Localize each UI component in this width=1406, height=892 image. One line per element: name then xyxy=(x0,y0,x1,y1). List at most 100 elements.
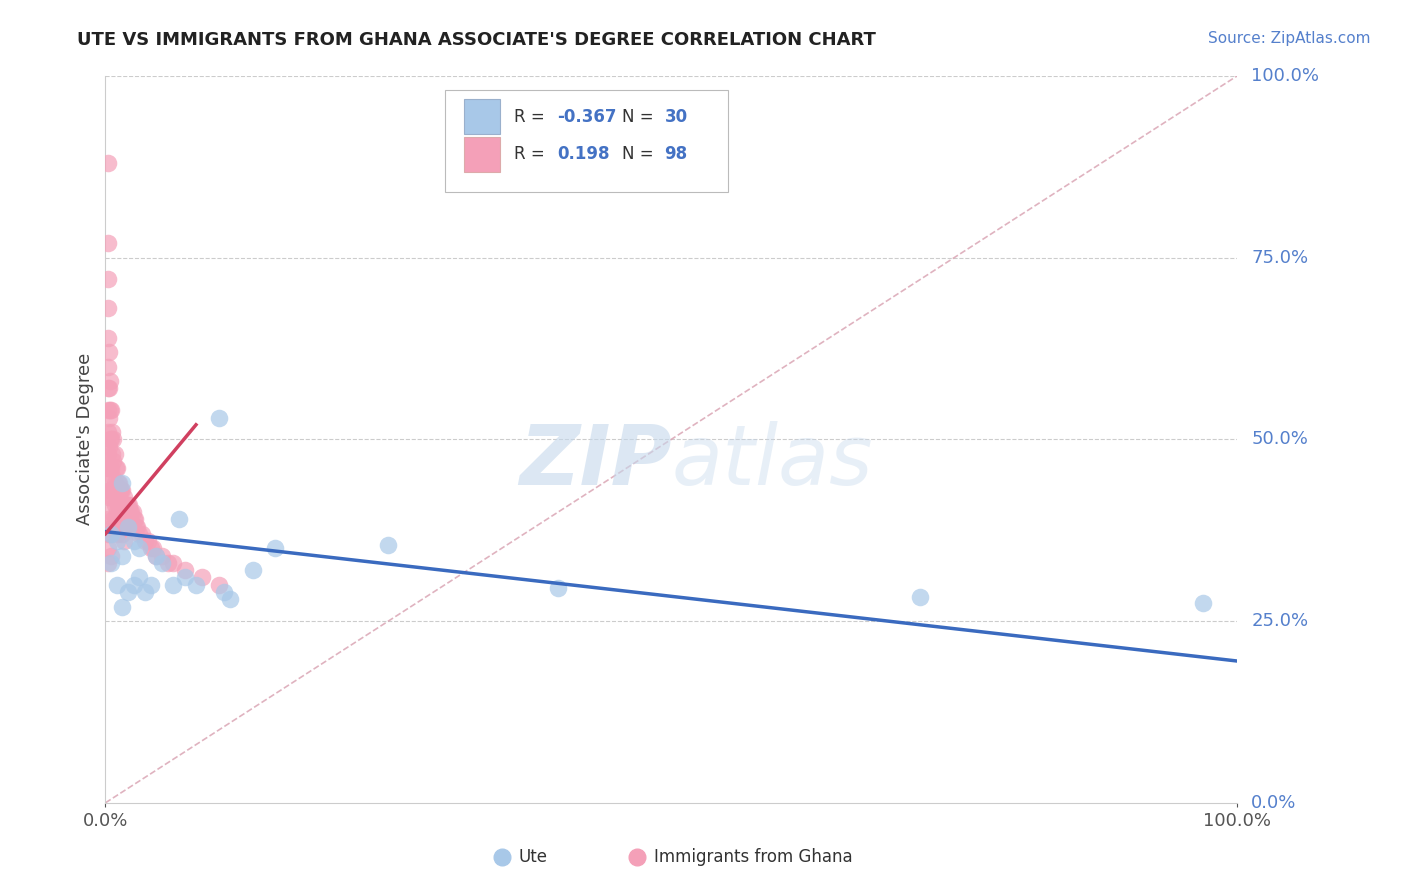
Point xyxy=(100,556,122,570)
Point xyxy=(114,519,136,533)
Point xyxy=(264,541,287,556)
Text: 25.0%: 25.0% xyxy=(1251,612,1309,630)
Point xyxy=(111,549,134,563)
Point xyxy=(107,498,129,512)
Point xyxy=(121,505,143,519)
Point xyxy=(112,512,135,526)
Point xyxy=(124,512,146,526)
Point xyxy=(208,578,231,592)
Text: Ute: Ute xyxy=(519,848,547,866)
FancyBboxPatch shape xyxy=(464,99,501,134)
Point xyxy=(134,585,156,599)
Point xyxy=(101,425,124,439)
Text: N =: N = xyxy=(621,145,658,163)
Point xyxy=(100,526,122,541)
Point xyxy=(101,468,124,483)
Point xyxy=(103,519,125,533)
Point xyxy=(139,578,162,592)
Point xyxy=(142,541,165,556)
Point xyxy=(167,512,190,526)
Point xyxy=(111,483,134,498)
Point xyxy=(111,526,134,541)
Point xyxy=(100,505,122,519)
Point xyxy=(138,534,160,549)
Text: 98: 98 xyxy=(665,145,688,163)
Point xyxy=(105,534,128,549)
Point xyxy=(100,432,122,446)
Point xyxy=(162,578,184,592)
Point xyxy=(190,570,212,584)
Point xyxy=(108,519,131,533)
Text: 0.198: 0.198 xyxy=(557,145,610,163)
Point xyxy=(115,519,138,533)
Point xyxy=(117,519,139,533)
Point xyxy=(97,381,120,395)
Point xyxy=(107,475,129,490)
Y-axis label: Associate's Degree: Associate's Degree xyxy=(76,353,94,525)
Point xyxy=(108,483,131,498)
Point xyxy=(162,556,184,570)
FancyBboxPatch shape xyxy=(444,90,728,192)
Point xyxy=(128,570,150,584)
Point xyxy=(103,483,125,498)
Point xyxy=(184,578,207,592)
Point xyxy=(120,505,142,519)
Point xyxy=(97,475,120,490)
Point xyxy=(122,578,145,592)
Point xyxy=(97,235,120,250)
Point xyxy=(128,526,150,541)
Point xyxy=(117,585,139,599)
Point xyxy=(108,505,131,519)
Point xyxy=(131,526,153,541)
Point xyxy=(103,454,125,468)
Point xyxy=(97,272,120,286)
Point xyxy=(111,475,134,490)
Point xyxy=(100,549,122,563)
Point xyxy=(97,381,120,395)
Point xyxy=(125,519,148,533)
Point xyxy=(110,512,132,526)
Point xyxy=(104,483,127,498)
Point xyxy=(100,526,122,541)
Text: atlas: atlas xyxy=(672,421,873,501)
Point xyxy=(100,403,122,417)
Point xyxy=(103,447,125,461)
Point xyxy=(98,483,121,498)
Point xyxy=(97,330,120,344)
Point xyxy=(105,578,128,592)
Point xyxy=(105,505,128,519)
Point xyxy=(97,425,120,439)
Point xyxy=(111,599,134,614)
Point xyxy=(101,519,124,533)
Point xyxy=(121,505,143,519)
Point xyxy=(97,526,120,541)
Point xyxy=(97,440,120,454)
Point xyxy=(110,483,132,498)
Point xyxy=(103,475,125,490)
Point xyxy=(98,403,121,417)
Text: 0.0%: 0.0% xyxy=(1251,794,1296,812)
Point xyxy=(117,498,139,512)
Point xyxy=(150,549,173,563)
Point xyxy=(101,447,124,461)
Point xyxy=(97,301,120,316)
Point xyxy=(104,461,127,475)
Point xyxy=(104,512,127,526)
Point xyxy=(547,582,569,596)
Point xyxy=(114,498,136,512)
Point xyxy=(214,585,236,599)
Point xyxy=(105,483,128,498)
Point xyxy=(150,556,173,570)
Point xyxy=(97,345,120,359)
Point xyxy=(208,410,231,425)
Point xyxy=(114,498,136,512)
Point xyxy=(122,534,145,549)
Point xyxy=(127,519,149,533)
Point xyxy=(118,498,141,512)
Text: R =: R = xyxy=(515,108,550,126)
Text: 75.0%: 75.0% xyxy=(1251,249,1309,267)
Point xyxy=(112,534,135,549)
Point xyxy=(108,498,131,512)
Point xyxy=(98,374,121,388)
Text: 50.0%: 50.0% xyxy=(1251,430,1308,449)
